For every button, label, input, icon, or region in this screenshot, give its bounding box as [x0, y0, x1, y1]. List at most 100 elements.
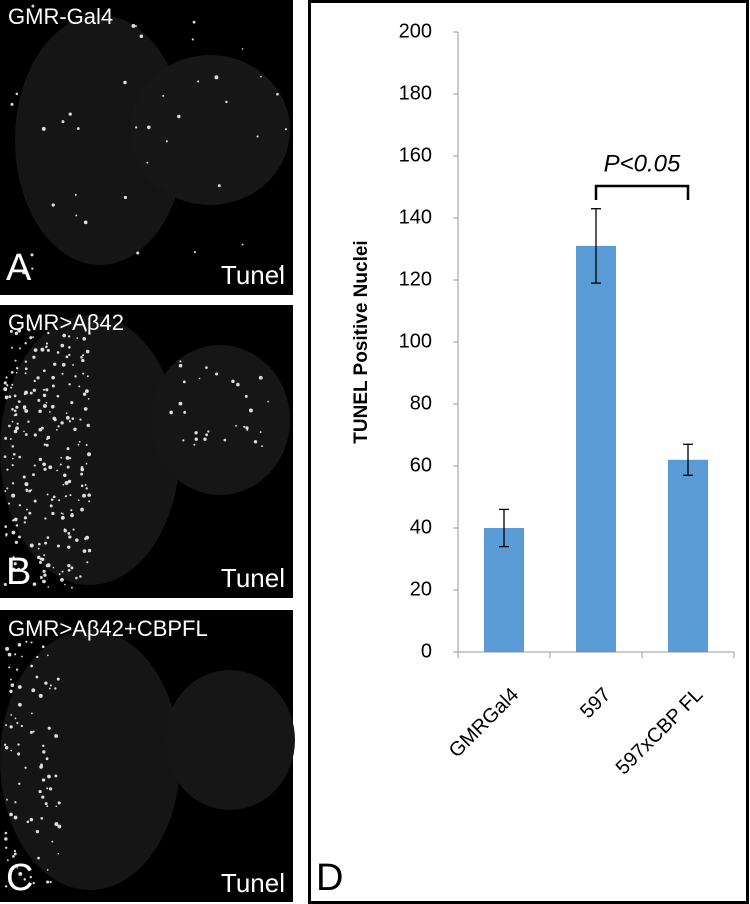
speckle	[46, 805, 49, 808]
speckle	[43, 404, 47, 408]
speckle	[5, 646, 10, 651]
panel-label: Tunel	[221, 563, 285, 593]
y-tick-label: 140	[399, 206, 432, 228]
speckle	[11, 408, 14, 411]
panel-letter: B	[6, 551, 31, 593]
speckle	[43, 554, 46, 557]
speckle	[67, 532, 71, 535]
speckle	[75, 538, 79, 542]
speckle	[24, 766, 27, 769]
speckle	[68, 383, 71, 386]
speckle	[260, 75, 262, 78]
speckle	[24, 342, 27, 345]
speckle	[13, 409, 17, 413]
speckle	[62, 513, 64, 515]
speckle	[67, 479, 72, 484]
speckle	[82, 336, 86, 341]
speckle	[12, 457, 14, 460]
speckle	[37, 856, 40, 860]
speckle	[9, 689, 13, 694]
speckle	[191, 38, 194, 41]
speckle	[78, 385, 81, 388]
speckle	[13, 852, 17, 856]
speckle	[51, 840, 54, 843]
error-bar	[591, 208, 601, 284]
speckle	[284, 128, 288, 131]
significance-bracket	[594, 184, 690, 200]
speckle	[37, 542, 41, 546]
speckle	[253, 440, 258, 444]
speckle	[87, 452, 91, 457]
speckle	[13, 429, 18, 434]
speckle	[225, 100, 228, 104]
speckle	[7, 502, 11, 505]
speckle	[9, 438, 12, 440]
speckle	[17, 400, 21, 404]
tissue	[150, 345, 290, 495]
speckle	[11, 464, 14, 467]
speckle	[65, 355, 69, 359]
speckle	[18, 782, 21, 785]
speckle	[35, 675, 39, 679]
speckle	[9, 812, 13, 817]
speckle	[178, 363, 183, 368]
speckle	[54, 774, 58, 778]
speckle	[14, 413, 18, 417]
speckle	[11, 383, 14, 386]
speckle	[135, 126, 138, 129]
speckle	[79, 575, 82, 578]
speckle	[40, 347, 45, 352]
speckle	[47, 774, 51, 779]
speckle	[11, 493, 16, 498]
tissue	[0, 315, 180, 585]
speckle	[14, 540, 18, 544]
speckle	[65, 455, 70, 460]
speckle	[18, 504, 22, 507]
speckle	[205, 366, 208, 369]
y-tick-label: 0	[421, 640, 432, 662]
speckle	[223, 438, 227, 442]
speckle	[135, 25, 137, 28]
speckle	[177, 114, 181, 119]
speckle	[67, 335, 71, 338]
bar	[668, 459, 708, 652]
speckle	[66, 447, 70, 451]
panel-label: Tunel	[221, 868, 285, 898]
speckle	[70, 400, 74, 405]
speckle	[77, 443, 80, 446]
speckle	[39, 557, 43, 561]
speckle	[24, 367, 28, 371]
speckle	[51, 203, 55, 207]
speckle	[244, 394, 248, 398]
speckle	[83, 407, 88, 411]
speckle	[32, 388, 37, 392]
speckle	[11, 567, 16, 572]
speckle	[80, 355, 83, 359]
speckle	[62, 333, 67, 338]
speckle	[32, 881, 35, 885]
speckle	[42, 388, 46, 391]
speckle	[44, 541, 48, 545]
speckle	[70, 513, 74, 518]
speckle	[53, 362, 57, 366]
speckle	[52, 416, 57, 421]
speckle	[8, 424, 11, 428]
speckle	[87, 493, 91, 497]
speckle	[197, 80, 200, 83]
speckle	[54, 734, 59, 738]
speckle	[192, 20, 196, 24]
speckle	[70, 566, 74, 570]
error-bar	[683, 443, 693, 476]
speckle	[217, 184, 221, 188]
speckle	[41, 778, 46, 782]
speckle	[5, 534, 8, 537]
y-tick-label: 20	[410, 578, 432, 600]
speckle	[46, 787, 49, 790]
speckle	[10, 749, 13, 752]
speckle	[49, 880, 52, 884]
speckle	[26, 820, 30, 824]
speckle	[45, 757, 49, 761]
speckle	[13, 517, 18, 522]
speckle	[37, 555, 41, 560]
speckle	[86, 375, 89, 378]
